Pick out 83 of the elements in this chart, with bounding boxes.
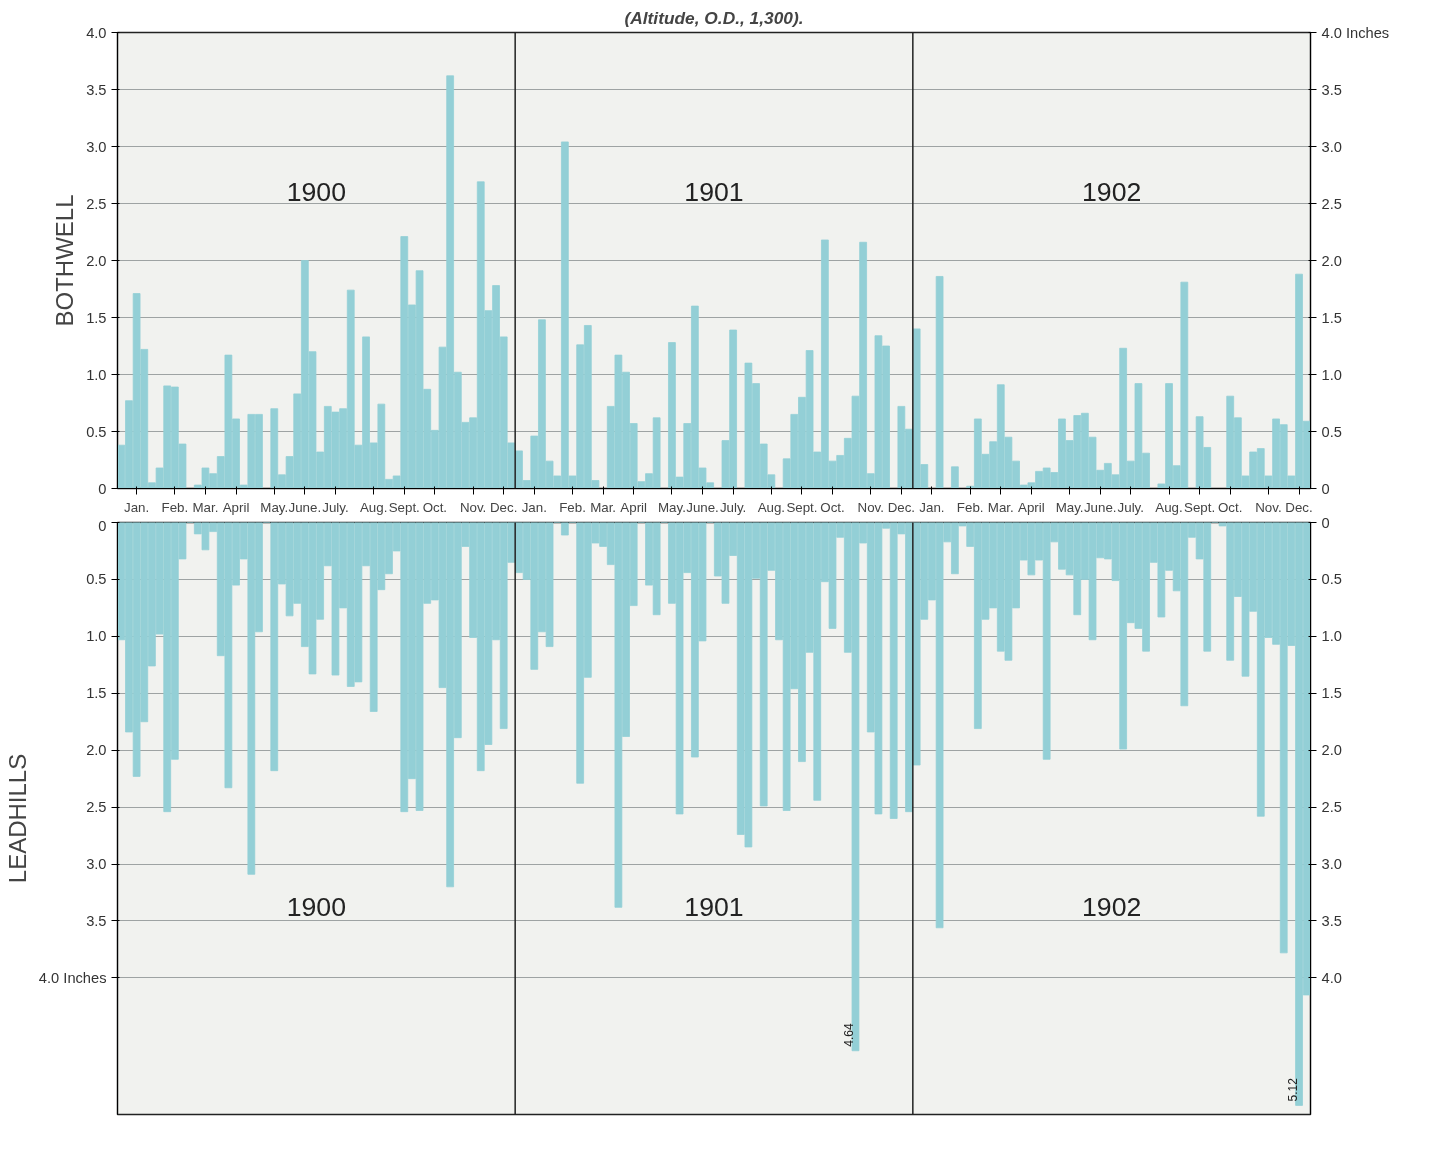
x-tick-label: Nov. <box>857 499 884 515</box>
x-tick-label: May. <box>1055 499 1084 515</box>
y-tick-label: 0.5 <box>86 423 107 440</box>
x-tick-label: Nov. <box>459 499 487 515</box>
annotation: 1902 <box>1082 892 1142 923</box>
y-tick-label: 3.5 <box>86 81 107 98</box>
x-tick-label: Mar. <box>987 499 1014 515</box>
y-tick-label: 1.0 <box>86 628 107 645</box>
x-tick-label: July. <box>1117 499 1144 515</box>
x-tick-label: April <box>1018 499 1045 515</box>
y-tick-label: 2.5 <box>86 195 107 212</box>
x-tick-label: Dec. <box>489 499 518 515</box>
x-tick-label: April <box>222 499 250 515</box>
x-tick-label: Aug. <box>1155 499 1183 515</box>
x-tick-label: April <box>620 499 648 515</box>
y2-tick-label: 2.0 <box>1321 252 1342 269</box>
data-label: 5.12 <box>1285 1077 1300 1102</box>
x-tick-label: Mar. <box>590 499 617 515</box>
x-tick-label: Oct. <box>422 499 448 515</box>
x-tick-label: Sept. <box>388 499 420 515</box>
y-tick-label: 2.0 <box>86 252 107 269</box>
y-tick-label: 0 <box>98 480 107 497</box>
x-tick-label: May. <box>657 499 686 515</box>
y2-tick-label: 2.5 <box>1321 195 1342 212</box>
y-tick-label: 3.0 <box>86 856 107 873</box>
y2-tick-label: 0.5 <box>1321 571 1342 588</box>
y2-tick-label: 3.0 <box>1321 856 1342 873</box>
x-tick-label: Feb. <box>559 499 586 515</box>
annotation: 1901 <box>684 892 744 923</box>
y-tick-label: 1.5 <box>86 685 107 702</box>
y-tick-label: 2.0 <box>86 742 107 759</box>
x-tick-label: Nov. <box>1255 499 1282 515</box>
y-tick-label: 4.0 <box>86 24 107 41</box>
annotation: 1900 <box>286 177 346 208</box>
y2-tick-label: 3.0 <box>1321 138 1342 155</box>
y2-tick-label: 3.5 <box>1321 81 1342 98</box>
y2-tick-label: 0 <box>1321 480 1330 497</box>
x-tick-label: Jan. <box>919 499 945 515</box>
x-tick-label: Aug. <box>757 499 786 515</box>
y-axis-title: BOTHWELL <box>51 194 79 327</box>
x-tick-label: Oct. <box>1217 499 1243 515</box>
y2-tick-label: 1.5 <box>1321 685 1342 702</box>
y2-tick-label: 3.5 <box>1321 912 1342 929</box>
x-tick-label: Feb. <box>956 499 984 515</box>
y2-tick-label: 0 <box>1321 514 1330 531</box>
y-tick-label: 3.0 <box>86 138 107 155</box>
x-tick-label: Sept. <box>786 499 818 515</box>
chart-subtitle: (Altitude, O.D., 1,300). <box>624 7 804 28</box>
annotation: 1901 <box>684 177 744 208</box>
x-tick-label: June. <box>288 499 322 515</box>
y-tick-label: 1.5 <box>86 309 107 326</box>
y2-tick-label: 1.5 <box>1321 309 1342 326</box>
y2-tick-label: 2.5 <box>1321 799 1342 816</box>
x-tick-label: Dec. <box>887 499 916 515</box>
y2-tick-label: 2.0 <box>1321 742 1342 759</box>
x-tick-label: Mar. <box>192 499 219 515</box>
annotation: 1902 <box>1082 177 1142 208</box>
x-tick-label: Jan. <box>124 499 150 515</box>
x-tick-label: Oct. <box>820 499 845 515</box>
y-tick-label: 4.0 Inches <box>38 969 107 986</box>
y2-tick-label: 1.0 <box>1321 366 1342 383</box>
x-tick-label: Aug. <box>359 499 388 515</box>
y2-tick-label: 4.0 <box>1321 969 1342 986</box>
x-tick-label: Feb. <box>161 499 189 515</box>
y-tick-label: 1.0 <box>86 366 107 383</box>
x-tick-label: Jan. <box>521 499 547 515</box>
x-tick-label: June. <box>1083 499 1117 515</box>
x-tick-label: Dec. <box>1285 499 1313 515</box>
x-tick-label: May. <box>260 499 289 515</box>
annotation: 1900 <box>286 892 346 923</box>
y2-tick-label: 1.0 <box>1321 628 1342 645</box>
x-tick-label: June. <box>686 499 719 515</box>
y2-tick-label: 0.5 <box>1321 423 1342 440</box>
data-label: 4.64 <box>841 1023 856 1047</box>
x-tick-label: Sept. <box>1184 499 1216 515</box>
x-tick-label: July. <box>322 499 349 515</box>
y2-tick-label: 4.0 Inches <box>1321 24 1390 41</box>
y-tick-label: 0 <box>98 517 107 534</box>
y-tick-label: 3.5 <box>86 912 107 929</box>
y-tick-label: 2.5 <box>86 799 107 816</box>
y-axis-title: LEADHILLS <box>3 753 31 884</box>
x-tick-label: July. <box>719 499 747 515</box>
y-tick-label: 0.5 <box>86 571 107 588</box>
